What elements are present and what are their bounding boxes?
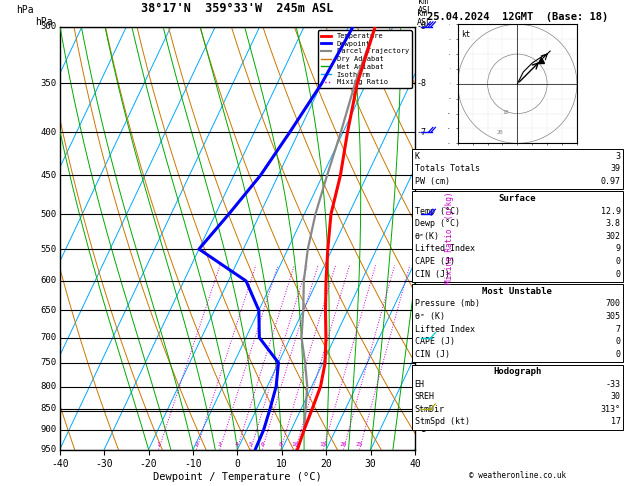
Text: 5: 5: [249, 442, 253, 448]
Text: CAPE (J): CAPE (J): [415, 257, 455, 266]
Text: 750: 750: [40, 358, 56, 367]
Text: 25.04.2024  12GMT  (Base: 18): 25.04.2024 12GMT (Base: 18): [426, 12, 608, 22]
Text: 700: 700: [606, 299, 621, 309]
Text: 39: 39: [611, 164, 621, 174]
Text: 850: 850: [40, 404, 56, 413]
Text: 17: 17: [611, 417, 621, 427]
Text: 4: 4: [235, 442, 239, 448]
Text: 600: 600: [40, 277, 56, 285]
Legend: Temperature, Dewpoint, Parcel Trajectory, Dry Adiabat, Wet Adiabat, Isotherm, Mi: Temperature, Dewpoint, Parcel Trajectory…: [318, 30, 411, 88]
Text: CIN (J): CIN (J): [415, 350, 450, 359]
Text: 650: 650: [40, 306, 56, 315]
Text: StmSpd (kt): StmSpd (kt): [415, 417, 469, 427]
Text: 350: 350: [40, 79, 56, 88]
Text: 302: 302: [606, 232, 621, 241]
Text: StmDir: StmDir: [415, 405, 445, 414]
Text: EH: EH: [415, 380, 425, 389]
Text: Dewp (°C): Dewp (°C): [415, 219, 460, 228]
Text: Temp (°C): Temp (°C): [415, 207, 460, 216]
Text: 305: 305: [606, 312, 621, 321]
Text: km
ASL: km ASL: [417, 9, 432, 27]
Text: 7: 7: [616, 325, 621, 334]
Text: 950: 950: [40, 445, 56, 454]
Text: Most Unstable: Most Unstable: [482, 287, 552, 296]
Text: 0: 0: [616, 270, 621, 279]
Text: -4: -4: [417, 277, 427, 285]
Text: 3: 3: [218, 442, 221, 448]
Text: 15: 15: [320, 442, 327, 448]
Text: 6: 6: [260, 442, 264, 448]
Text: 313°: 313°: [601, 405, 621, 414]
Text: 20: 20: [496, 130, 503, 136]
Text: 25: 25: [356, 442, 364, 448]
Text: LCL: LCL: [417, 406, 432, 416]
Text: -5: -5: [417, 244, 427, 254]
Text: Lifted Index: Lifted Index: [415, 325, 474, 334]
Text: SREH: SREH: [415, 392, 435, 401]
Text: km
ASL: km ASL: [418, 0, 433, 15]
Text: -9: -9: [417, 22, 427, 31]
Text: 400: 400: [40, 128, 56, 137]
Text: -7: -7: [417, 128, 427, 137]
Text: 0: 0: [616, 350, 621, 359]
Text: 500: 500: [40, 209, 56, 219]
Text: 3: 3: [616, 152, 621, 161]
Text: Lifted Index: Lifted Index: [415, 244, 474, 254]
Text: 2: 2: [194, 442, 198, 448]
Text: 0.97: 0.97: [601, 177, 621, 186]
Text: Totals Totals: Totals Totals: [415, 164, 479, 174]
Text: 30: 30: [611, 392, 621, 401]
Text: 10: 10: [502, 110, 509, 115]
Text: kt: kt: [461, 30, 470, 39]
Text: 300: 300: [40, 22, 56, 31]
Text: 3.8: 3.8: [606, 219, 621, 228]
Text: -8: -8: [417, 79, 427, 88]
Text: 700: 700: [40, 333, 56, 342]
Text: CAPE (J): CAPE (J): [415, 337, 455, 347]
Text: hPa: hPa: [16, 4, 33, 15]
Text: PW (cm): PW (cm): [415, 177, 450, 186]
Text: -33: -33: [606, 380, 621, 389]
Text: 10: 10: [292, 442, 299, 448]
Text: 900: 900: [40, 425, 56, 434]
Text: -1: -1: [417, 425, 427, 434]
Text: 0: 0: [616, 257, 621, 266]
Text: 0: 0: [616, 337, 621, 347]
Text: θᵉ(K): θᵉ(K): [415, 232, 440, 241]
Text: -3: -3: [417, 333, 427, 342]
Text: hPa: hPa: [35, 17, 52, 27]
Text: © weatheronline.co.uk: © weatheronline.co.uk: [469, 471, 566, 480]
Text: 8: 8: [279, 442, 282, 448]
Text: Mixing Ratio  (g/kg): Mixing Ratio (g/kg): [445, 192, 454, 284]
Text: Surface: Surface: [499, 194, 536, 203]
Text: 550: 550: [40, 244, 56, 254]
Text: 12.9: 12.9: [601, 207, 621, 216]
Text: 800: 800: [40, 382, 56, 391]
Text: -6: -6: [417, 209, 427, 219]
Text: CIN (J): CIN (J): [415, 270, 450, 279]
Text: K: K: [415, 152, 420, 161]
Text: 9: 9: [616, 244, 621, 254]
X-axis label: Dewpoint / Temperature (°C): Dewpoint / Temperature (°C): [153, 472, 322, 482]
Text: 20: 20: [340, 442, 347, 448]
Text: θᵉ (K): θᵉ (K): [415, 312, 445, 321]
Text: -2: -2: [417, 382, 427, 391]
Text: 38°17'N  359°33'W  245m ASL: 38°17'N 359°33'W 245m ASL: [142, 1, 333, 15]
Text: Hodograph: Hodograph: [493, 367, 542, 376]
Text: 450: 450: [40, 171, 56, 180]
Text: Pressure (mb): Pressure (mb): [415, 299, 479, 309]
Text: 1: 1: [157, 442, 160, 448]
